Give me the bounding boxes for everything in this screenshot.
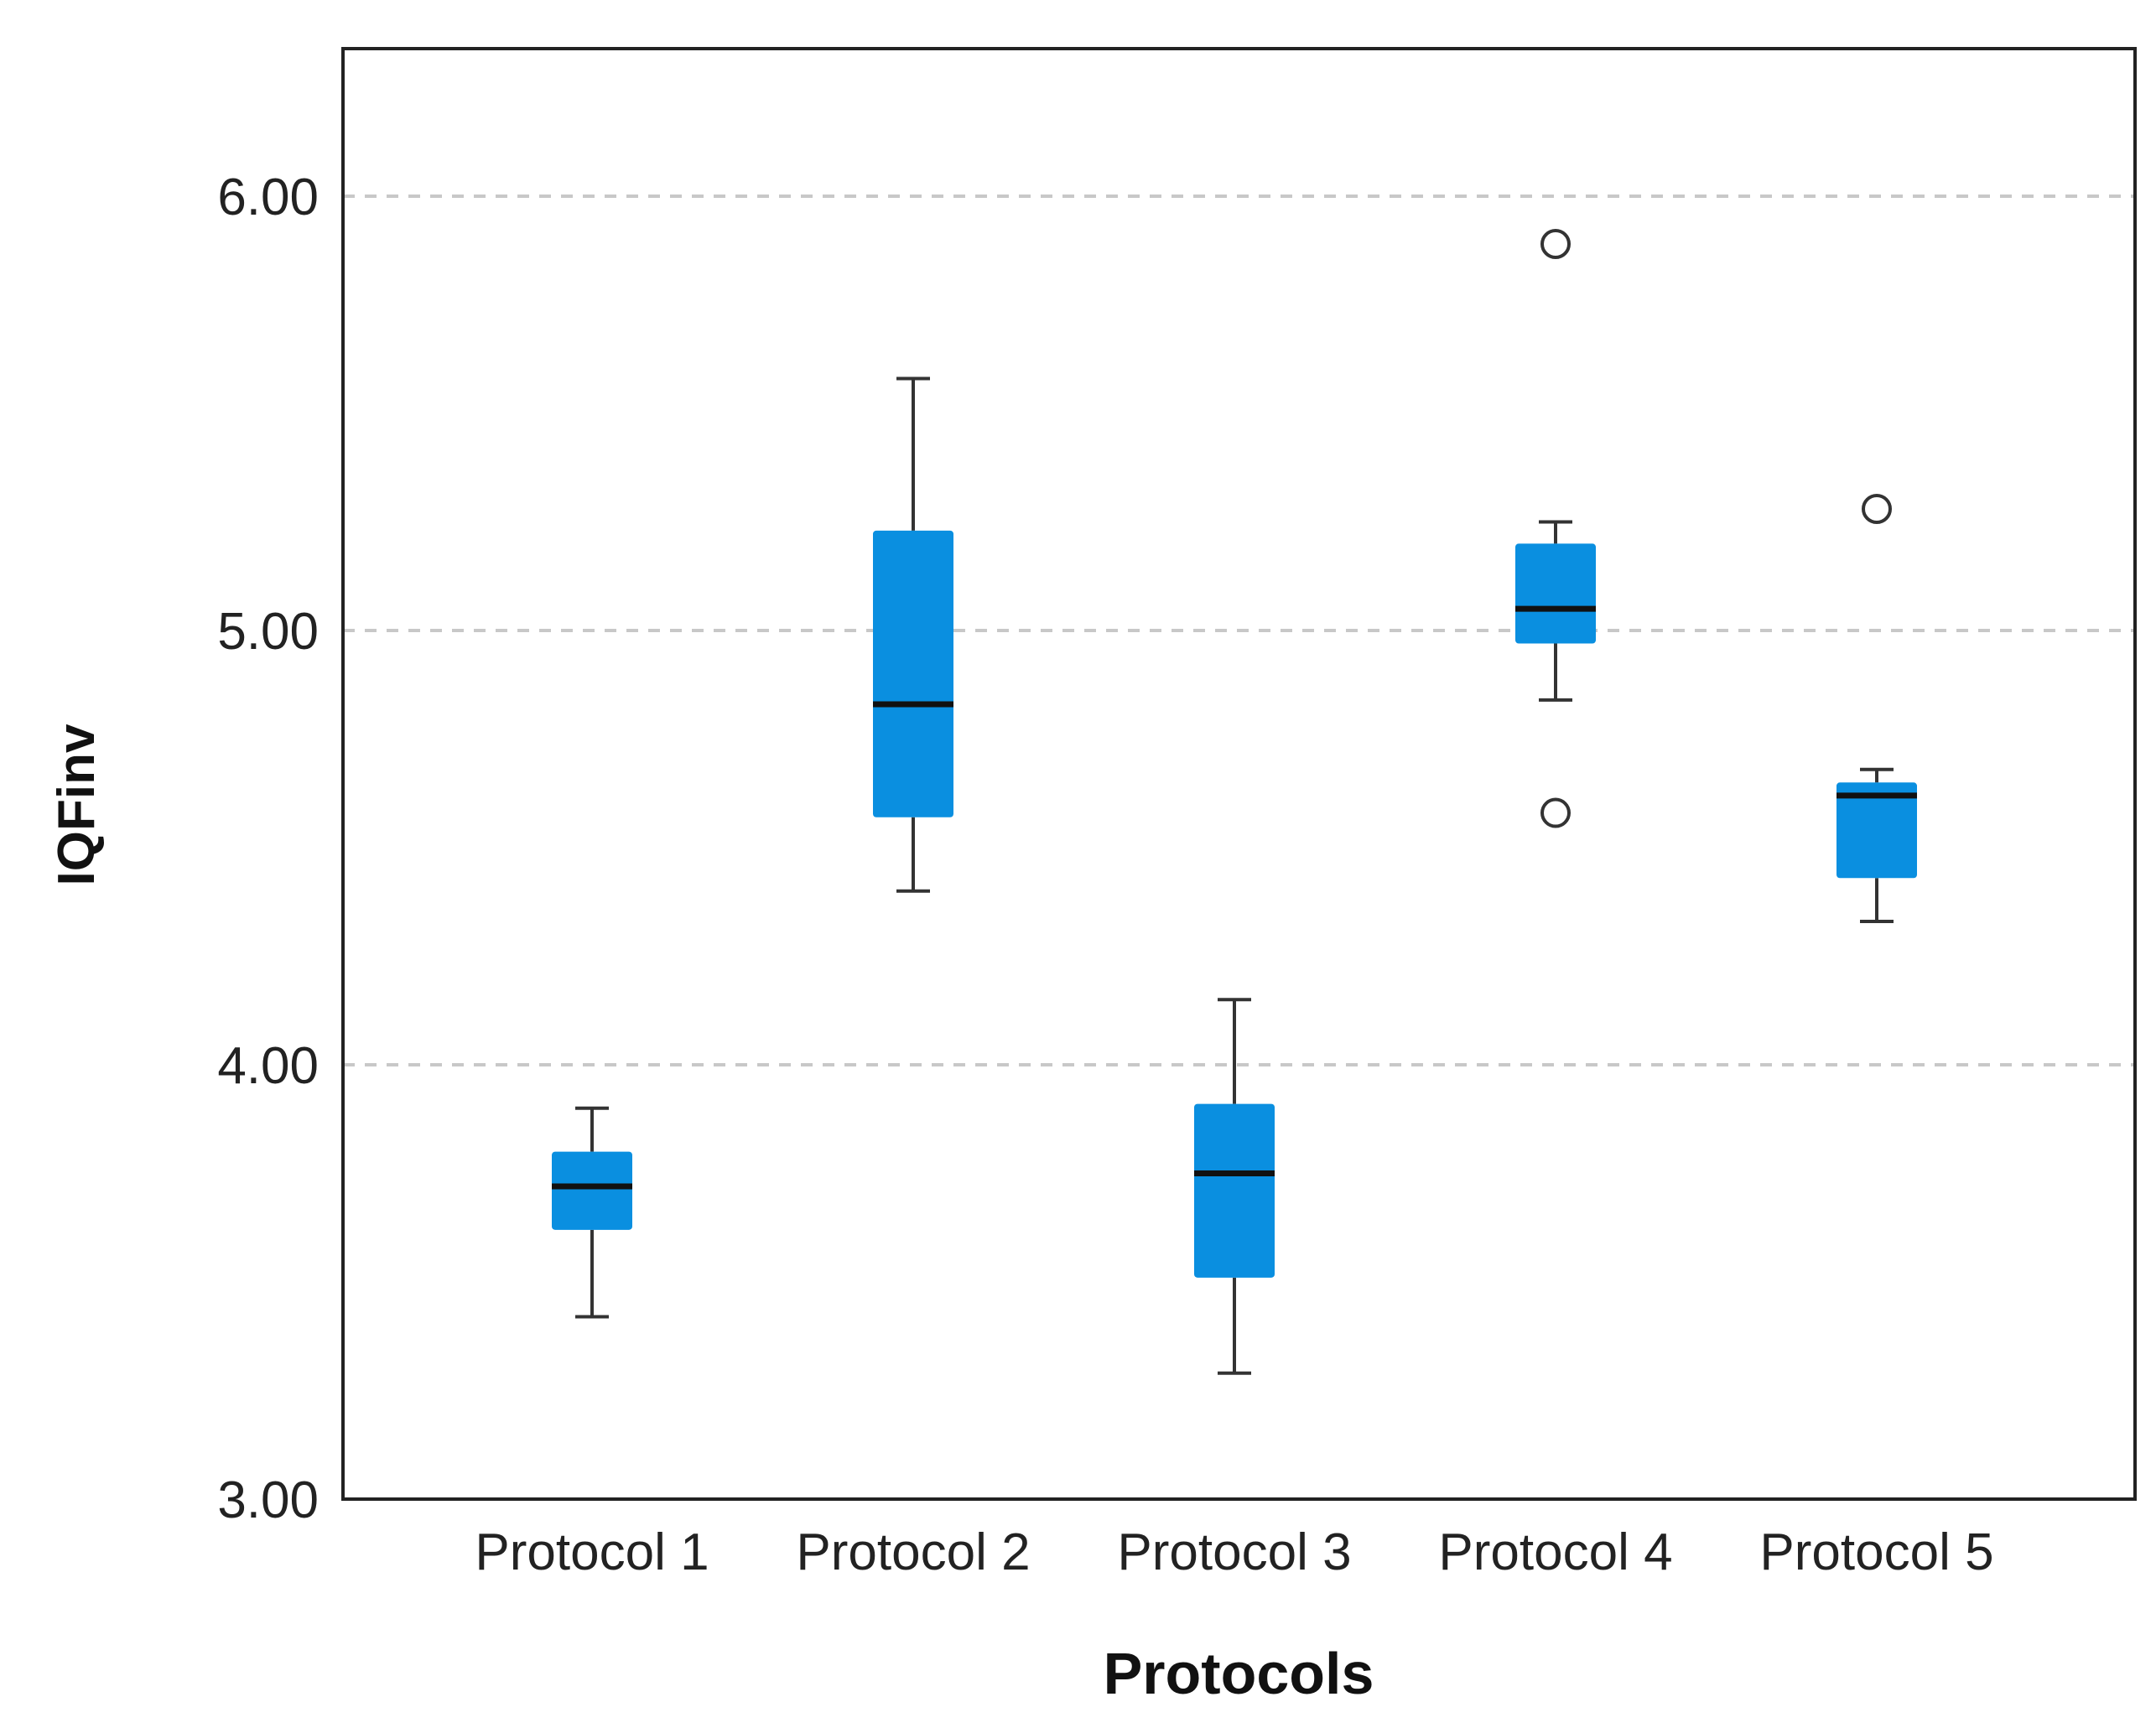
- x-category-label: Protocol 4: [1438, 1523, 1672, 1581]
- box-2: [873, 376, 953, 893]
- x-axis-categories: Protocol 1 Protocol 2 Protocol 3 Protocol 4…: [475, 1523, 1993, 1581]
- box-4: [1515, 228, 1596, 828]
- y-axis-ticks: 3.00 4.00 5.00 6.00: [217, 169, 319, 1529]
- y-tick-label: 4.00: [217, 1037, 319, 1095]
- y-tick-label: 5.00: [217, 603, 319, 661]
- x-category-label: Protocol 3: [1117, 1523, 1351, 1581]
- y-tick-label: 6.00: [217, 169, 319, 226]
- y-tick-label: 3.00: [217, 1471, 319, 1529]
- box-3: [1194, 998, 1275, 1375]
- y-axis-title: IQFinv: [48, 724, 106, 885]
- iqr-box: [1194, 1103, 1275, 1278]
- outlier-point: [1862, 493, 1892, 524]
- outlier-point: [1540, 797, 1571, 828]
- iqr-box: [1836, 782, 1917, 879]
- x-category-label: Protocol 1: [475, 1523, 709, 1581]
- iqr-box: [552, 1151, 632, 1230]
- box-1: [552, 1106, 632, 1319]
- x-axis-title: Protocols: [1104, 1641, 1374, 1706]
- box-5: [1836, 493, 1917, 924]
- iqr-box: [1515, 543, 1596, 644]
- box-layer: [552, 228, 1917, 1375]
- iqr-box: [873, 530, 953, 817]
- outlier-point: [1540, 228, 1571, 259]
- plot-frame: [341, 47, 2137, 1501]
- grid-layer: [343, 195, 2135, 1066]
- x-category-label: Protocol 2: [796, 1523, 1030, 1581]
- x-category-label: Protocol 5: [1759, 1523, 1993, 1581]
